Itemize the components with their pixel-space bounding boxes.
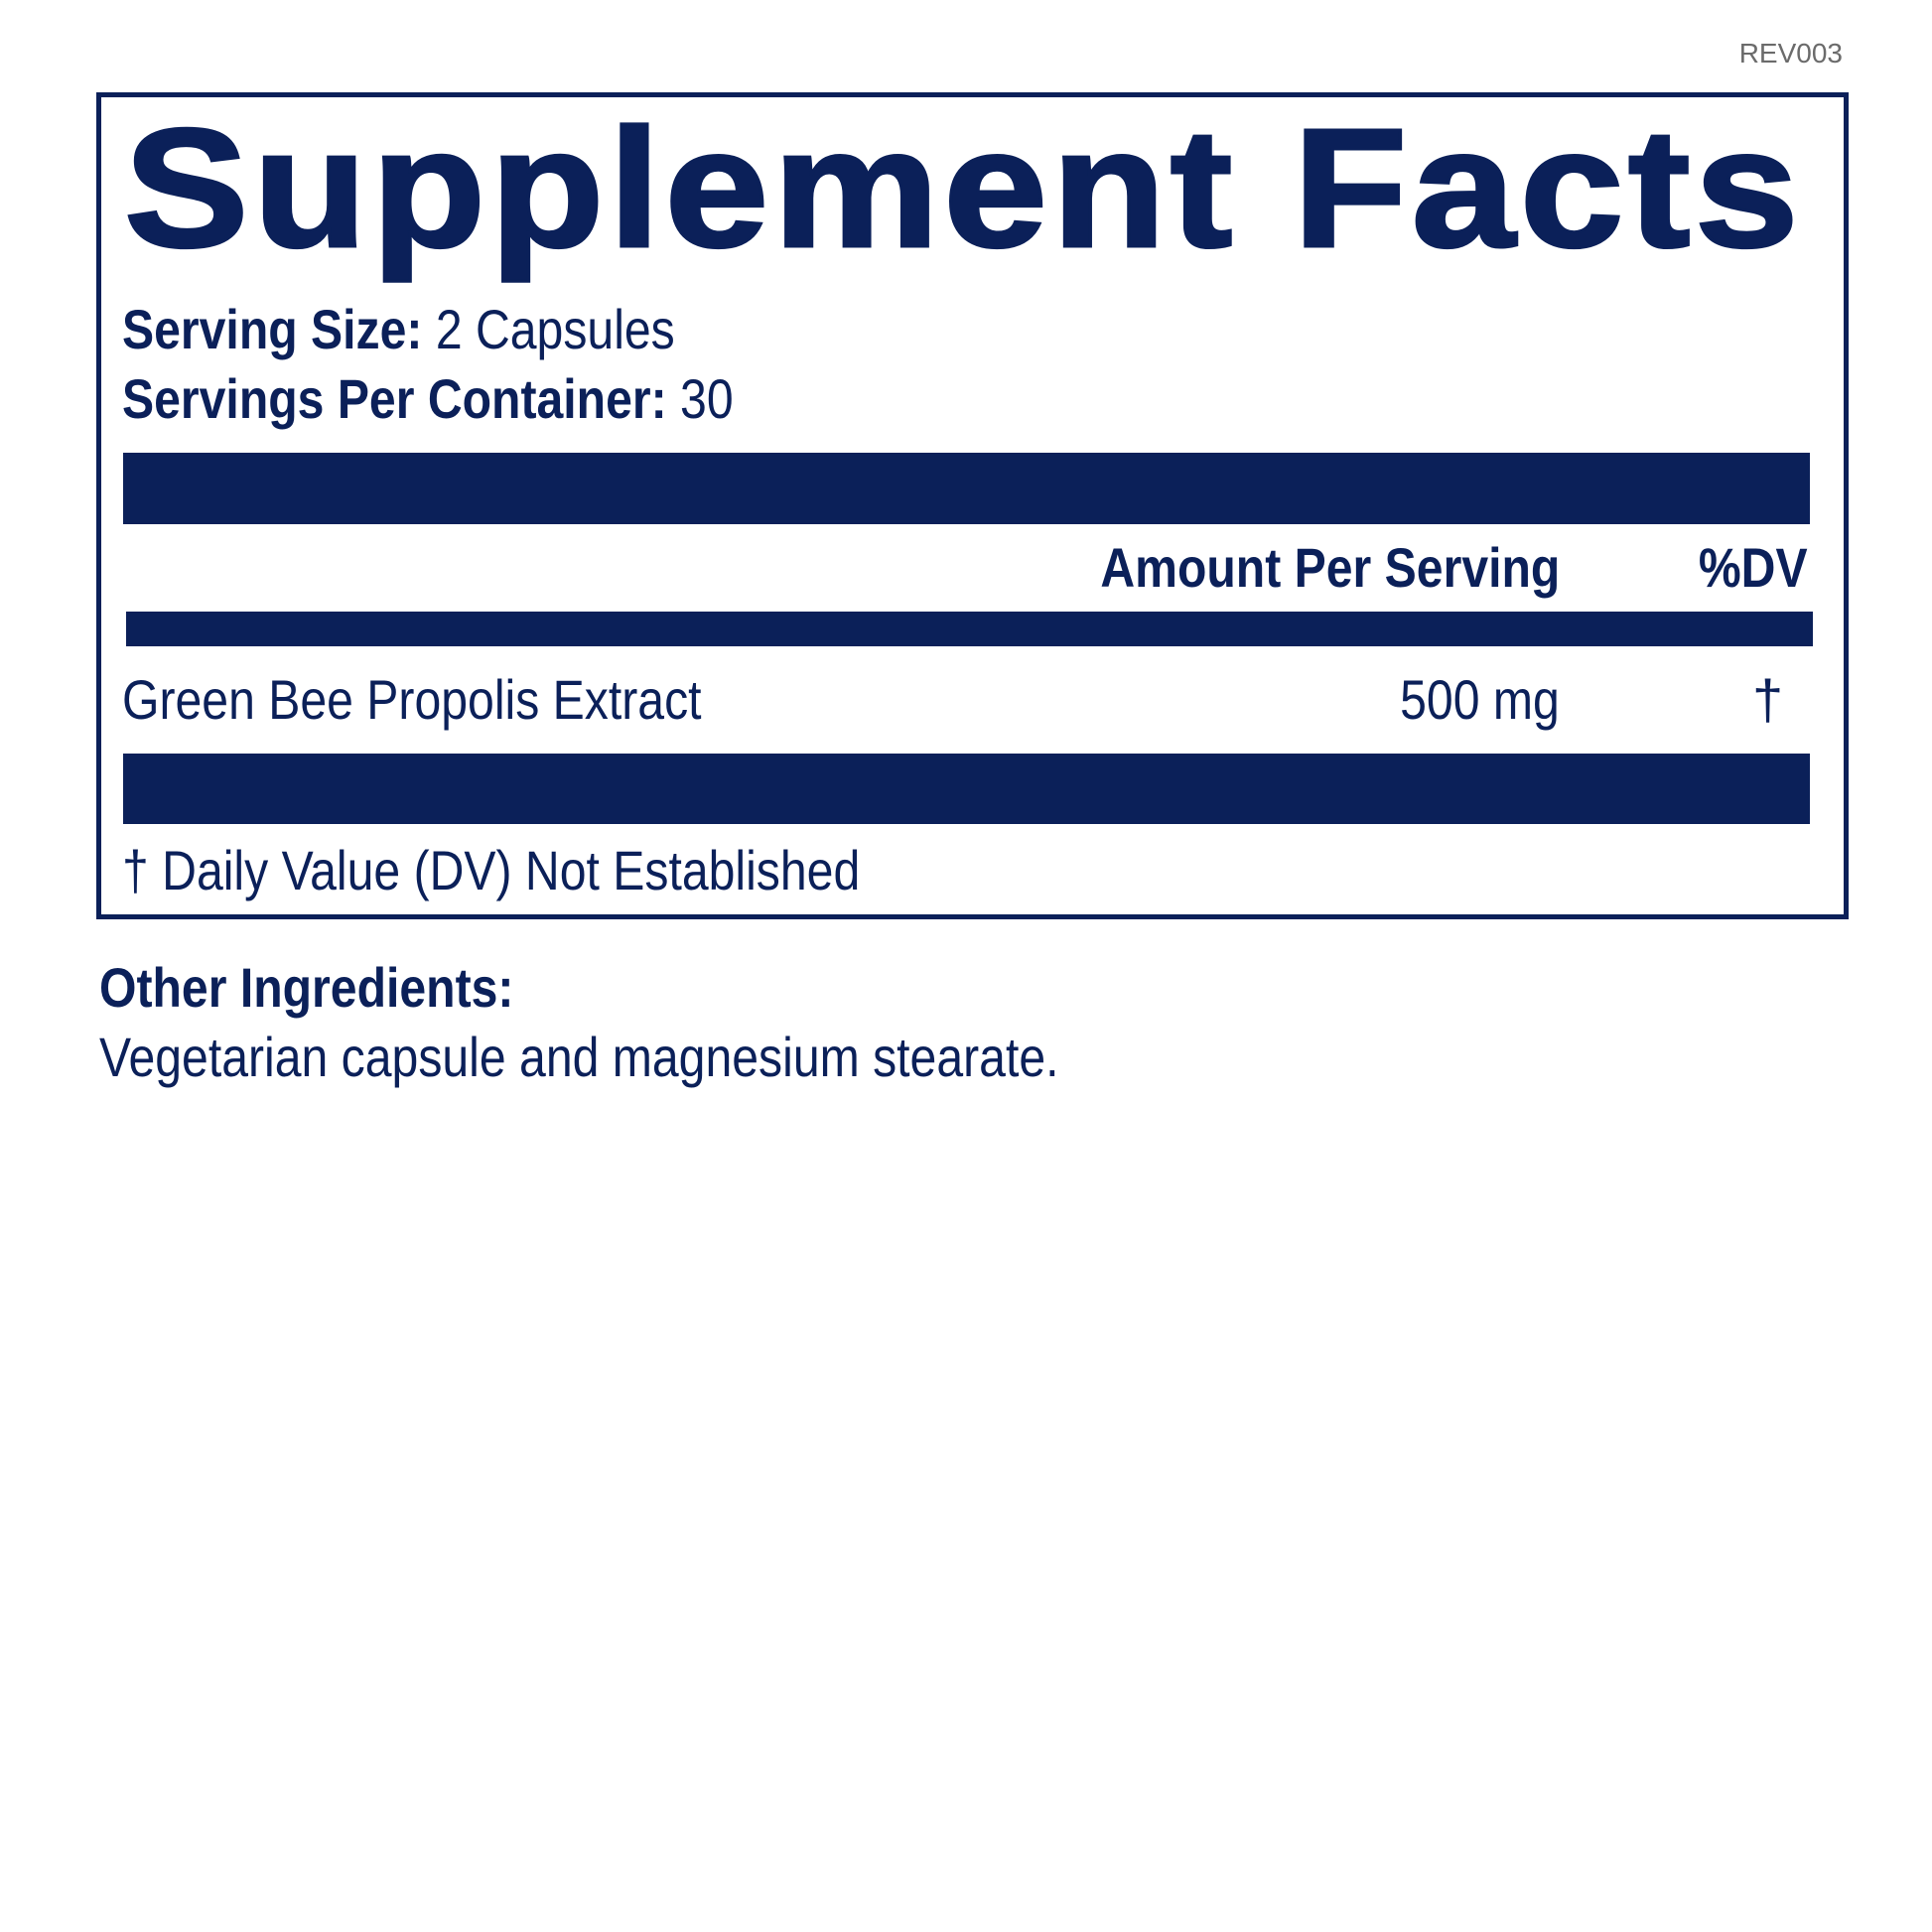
divider-bar-top <box>123 453 1810 524</box>
panel-title: Supplement Facts <box>122 94 1803 283</box>
servings-per-container-label: Servings Per Container: <box>122 367 667 430</box>
servings-per-container-value: 30 <box>680 367 734 430</box>
servings-per-container: Servings Per Container: 30 <box>122 371 734 427</box>
ingredient-amount: 500 mg <box>1400 668 1560 731</box>
dv-header: %DV <box>1699 536 1808 599</box>
ingredient-dv: † <box>1752 668 1784 731</box>
other-ingredients-text: Vegetarian capsule and magnesium stearat… <box>99 1026 1059 1088</box>
footnote: † Daily Value (DV) Not Established <box>122 839 861 901</box>
serving-size-label: Serving Size: <box>122 298 423 360</box>
divider-bar-header <box>126 612 1813 646</box>
revision-code: REV003 <box>1738 38 1843 69</box>
divider-bar-bottom <box>123 754 1810 824</box>
supplement-facts-panel <box>96 92 1849 919</box>
ingredient-name: Green Bee Propolis Extract <box>122 668 702 731</box>
serving-size-value: 2 Capsules <box>435 298 675 360</box>
serving-size: Serving Size: 2 Capsules <box>122 302 675 357</box>
other-ingredients-label: Other Ingredients: <box>99 956 514 1019</box>
amount-per-serving-header: Amount Per Serving <box>1100 536 1560 599</box>
